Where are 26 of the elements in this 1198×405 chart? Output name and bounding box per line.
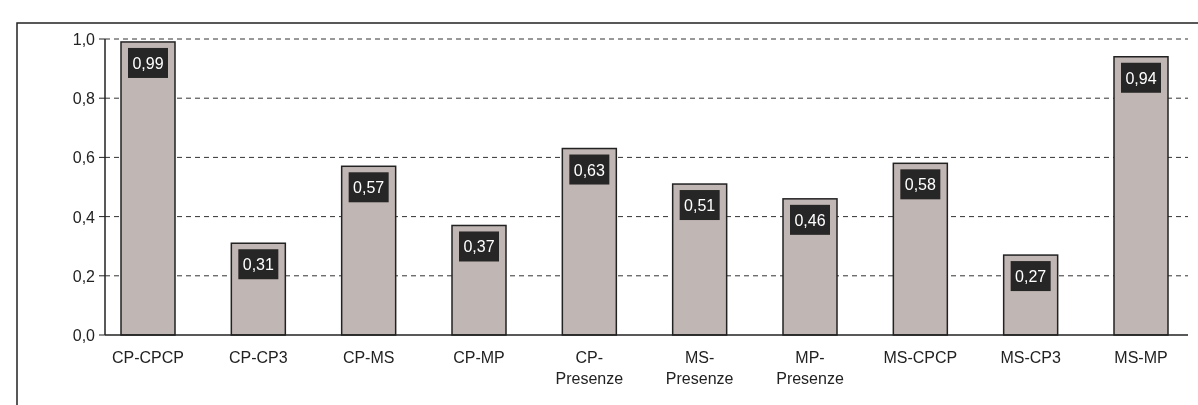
x-tick-label: MS-Presenze <box>665 349 734 387</box>
data-label: 0,51 <box>684 197 716 215</box>
data-label: 0,58 <box>904 176 937 194</box>
x-tick-label: MP-Presenze <box>776 349 844 387</box>
y-tick-label: 0,0 <box>72 327 96 344</box>
data-label: 0,46 <box>794 211 826 229</box>
x-tick-label: CP-CPCP <box>111 349 185 366</box>
x-tick-label: MS-CPCP <box>883 349 958 366</box>
data-label: 0,63 <box>573 161 606 179</box>
data-label: 0,27 <box>1015 268 1047 286</box>
x-tick-label: MS-MP <box>1114 349 1168 366</box>
y-tick-label: 1,0 <box>72 31 96 48</box>
data-label: 0,37 <box>463 238 495 256</box>
x-tick-label: MS-CP3 <box>1000 349 1061 366</box>
data-label: 0,57 <box>353 179 385 197</box>
y-tick-label: 0,4 <box>72 208 96 226</box>
x-tick-label: CP-MP <box>453 349 505 366</box>
data-label: 0,31 <box>242 256 275 274</box>
y-tick-label: 0,6 <box>72 149 96 167</box>
x-tick-label: CP-Presenze <box>555 349 624 387</box>
data-label: 0,99 <box>132 54 164 72</box>
data-label: 0,94 <box>1125 69 1157 87</box>
y-tick-label: 0,2 <box>72 267 96 285</box>
x-tick-label: CP-MS <box>342 349 395 366</box>
x-tick-label: CP-CP3 <box>228 349 288 366</box>
y-tick-label: 0,8 <box>72 90 96 108</box>
